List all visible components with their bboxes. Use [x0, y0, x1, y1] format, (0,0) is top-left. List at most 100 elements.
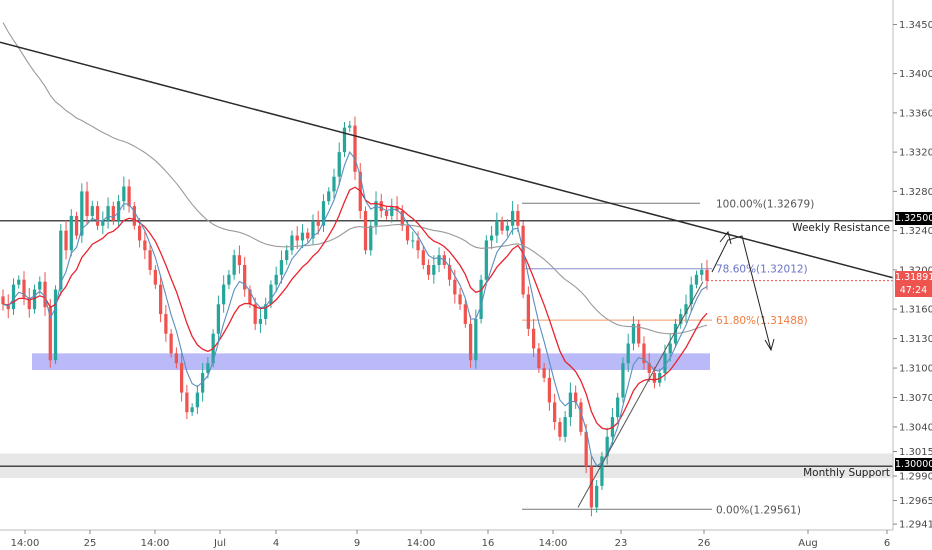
candle-body	[132, 206, 136, 226]
candle-body	[421, 250, 425, 265]
candle-body	[95, 206, 100, 226]
x-tick-label: 14:00	[11, 538, 40, 549]
candle-body	[658, 372, 662, 383]
candle-body	[579, 402, 583, 432]
candle-body	[169, 333, 173, 354]
candle-body	[127, 186, 131, 207]
candle-body	[143, 240, 147, 251]
candle-body	[148, 250, 152, 270]
candle-body	[43, 281, 47, 308]
candle-body	[384, 211, 389, 216]
candle-body	[642, 343, 646, 364]
candle-body	[700, 269, 704, 275]
candle-body	[379, 201, 383, 212]
candle-body	[285, 250, 289, 261]
candle-body	[264, 304, 268, 319]
y-tick-label: 1.33200	[899, 148, 932, 159]
fib-label-3: 0.00%(1.29561)	[716, 504, 801, 516]
candle-body	[474, 318, 478, 361]
candle-body	[253, 304, 257, 324]
candle-body	[652, 372, 657, 383]
candle-body	[526, 294, 531, 329]
candle-body	[542, 368, 546, 378]
candle-body	[164, 314, 168, 334]
y-tick-label: 1.31000	[899, 364, 932, 375]
candle-body	[153, 269, 157, 285]
candle-body	[311, 220, 315, 239]
candle-body	[174, 353, 179, 364]
candle-body	[426, 265, 431, 275]
candle-body	[80, 191, 84, 236]
candle-body	[232, 255, 236, 275]
candle-body	[1, 296, 5, 305]
candle-body	[137, 225, 142, 241]
candle-body	[316, 220, 320, 226]
candle-body	[605, 436, 609, 457]
y-tick-label: 1.30700	[899, 393, 932, 404]
y-tick-label: 1.32800	[899, 187, 932, 198]
y-tick-label: 1.30150	[899, 447, 932, 458]
y-tick-label: 1.34500	[899, 20, 932, 31]
y-tick-label: 1.29650	[899, 496, 932, 507]
candle-body	[195, 392, 200, 408]
candle-body	[647, 363, 651, 373]
fib-label-1: 78.60%(1.32012)	[716, 264, 808, 276]
candle-body	[679, 314, 683, 324]
candle-body	[185, 392, 189, 413]
candle-body	[27, 297, 31, 310]
candle-body	[505, 225, 509, 231]
candle-body	[694, 274, 699, 285]
candle-body	[416, 240, 420, 251]
candle-body	[495, 220, 499, 236]
candle-body	[363, 211, 368, 251]
candle-body	[558, 422, 562, 437]
weekly-resistance-label: Weekly Resistance	[792, 222, 890, 234]
x-tick-label: 14:00	[539, 538, 568, 549]
candle-body	[158, 284, 163, 315]
candle-body	[332, 176, 336, 192]
projection-arrow-up	[719, 230, 732, 245]
candle-body	[274, 274, 278, 285]
candle-body	[631, 323, 636, 344]
candle-body	[484, 240, 488, 280]
demand-zone	[32, 353, 710, 371]
candle-body	[179, 363, 184, 393]
candle-body	[258, 318, 263, 324]
candle-body	[668, 343, 672, 354]
candle-body	[689, 284, 693, 305]
candle-body	[537, 348, 541, 369]
candle-body	[248, 289, 252, 305]
candle-body	[227, 274, 231, 285]
candle-body	[395, 206, 399, 212]
price-tag-weekly-resistance: 1.32500	[895, 212, 932, 225]
candle-body	[547, 377, 552, 403]
candle-body	[447, 265, 452, 280]
candle-body	[295, 235, 299, 241]
y-tick-label: 1.31600	[899, 305, 932, 316]
ma-mid-line	[2, 186, 708, 431]
y-tick-label: 1.32000	[899, 265, 932, 276]
candle-body	[90, 206, 94, 216]
candle-body	[342, 127, 347, 153]
x-tick-label: 4	[273, 538, 279, 549]
x-tick-label: 9	[354, 538, 360, 549]
candle-body	[584, 431, 588, 467]
candle-body	[269, 284, 273, 305]
monthly-support-label: Monthly Support	[803, 467, 890, 479]
candle-body	[190, 407, 194, 413]
candle-body	[516, 211, 520, 226]
countdown-tag: 47:24	[895, 284, 932, 297]
ma-fast-line	[2, 151, 708, 467]
projection-path	[711, 235, 772, 351]
x-tick-label: 14:00	[141, 538, 170, 549]
candle-body	[53, 289, 58, 361]
price-tag-current: 1.31891	[895, 271, 932, 284]
candle-body	[553, 402, 557, 423]
candle-body	[369, 225, 373, 251]
x-tick-label: 26	[698, 538, 711, 549]
candle-body	[589, 466, 594, 508]
candle-body	[122, 186, 126, 202]
candle-body	[116, 201, 121, 221]
candle-body	[684, 304, 688, 315]
fib-label-2: 61.80%(1.31488)	[716, 315, 808, 327]
